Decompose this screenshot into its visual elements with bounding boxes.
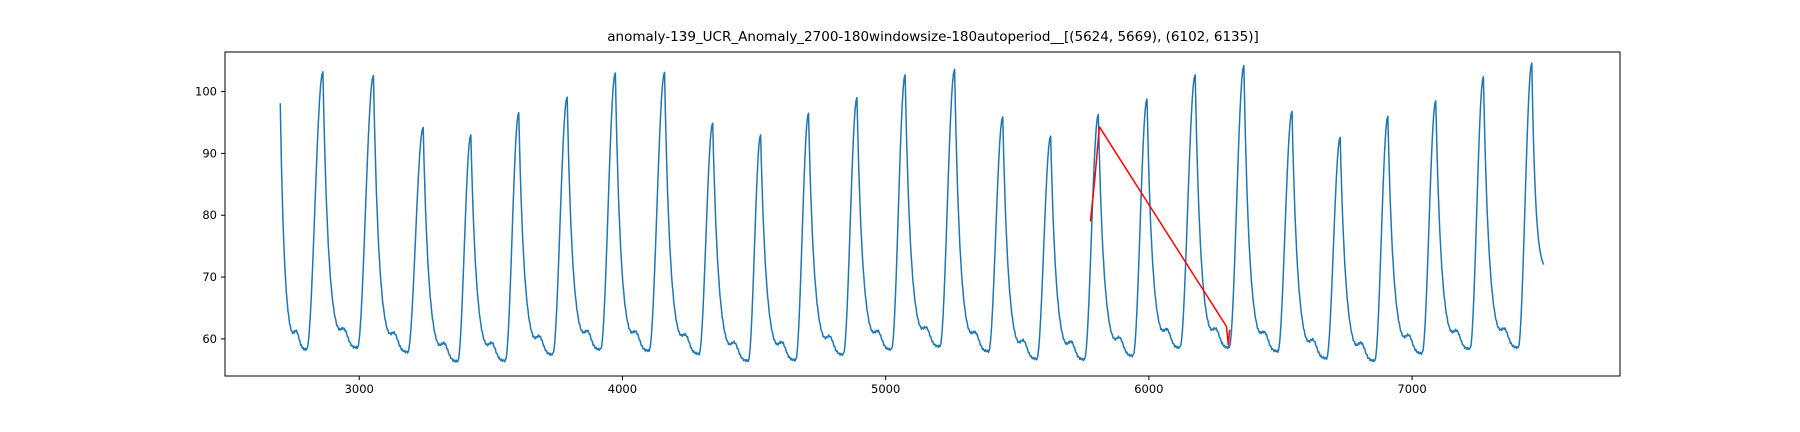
plot-frame: [224, 51, 1621, 377]
x-tick-label: 5000: [871, 382, 900, 396]
y-tick-label: 80: [202, 208, 217, 222]
x-tick-label: 4000: [608, 382, 637, 396]
anomaly-line: [1089, 126, 1231, 346]
y-tick-label: 100: [195, 85, 217, 99]
y-tick-label: 90: [202, 146, 217, 160]
x-tick-label: 6000: [1134, 382, 1163, 396]
y-tick-label: 60: [202, 332, 217, 346]
series-layer: [279, 62, 1545, 363]
x-tick-label: 7000: [1397, 382, 1426, 396]
chart-title: anomaly-139_UCR_Anomaly_2700-180windowsi…: [607, 29, 1259, 45]
x-tick-label: 3000: [345, 382, 374, 396]
y-tick-label: 70: [202, 270, 217, 284]
series-line: [279, 62, 1545, 363]
axis-layer: 3000 4000 5000 6000 7000 60 70 80 90 100: [195, 85, 1427, 396]
